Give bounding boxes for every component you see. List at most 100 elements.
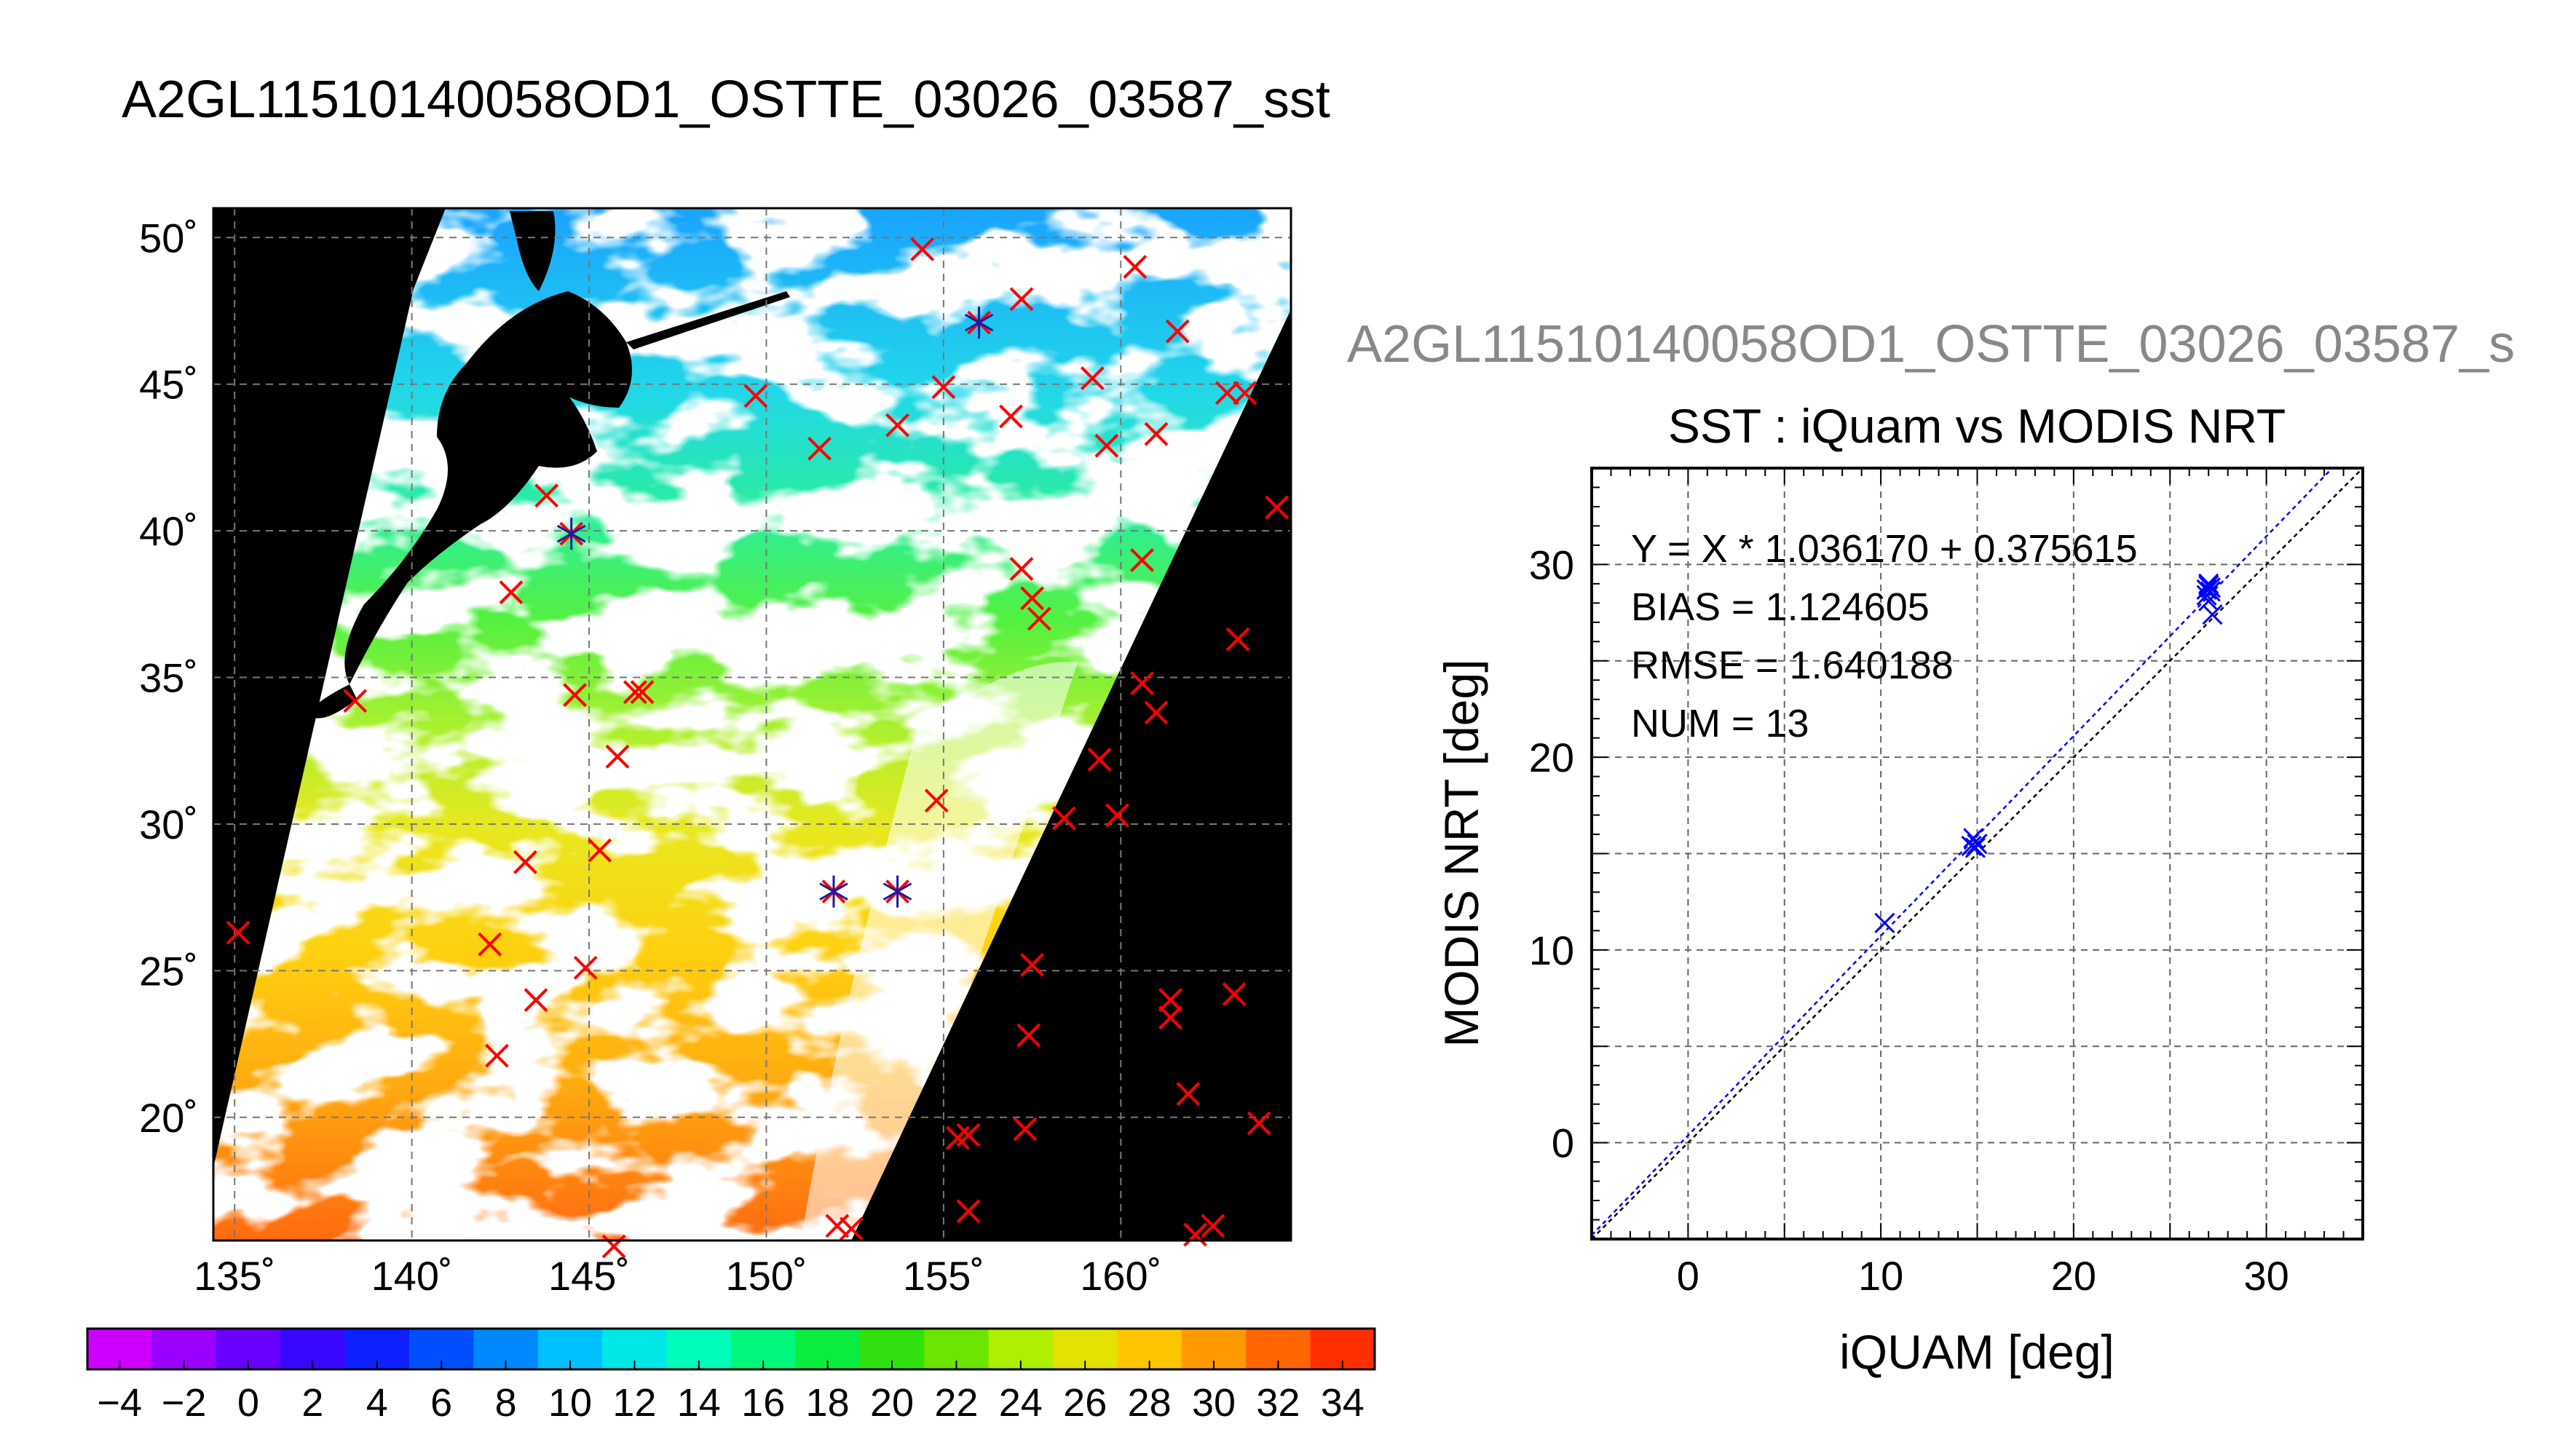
lat-tick-label: 25˚ [139, 948, 198, 994]
colorbar-labels: −4 −2 0 2 4 6 8 10 12 14 16 18 20 22 24 26 28 30 32 34 [97, 1361, 1365, 1425]
match-marker-stroke [1165, 319, 1190, 344]
colorbar-tick-label: 34 [1321, 1381, 1365, 1425]
match-marker [1020, 586, 1045, 611]
scatter-point [2202, 604, 2223, 625]
match-marker-stroke [807, 436, 832, 461]
lat-tick-labels: 20˚ 25˚ 30˚ 35˚ 40˚ 45˚ 50˚ [139, 215, 198, 1141]
match-marker [534, 483, 559, 508]
match-marker [885, 413, 910, 438]
match-marker-stroke [1016, 1023, 1041, 1048]
colorbar-tick-label: 8 [495, 1381, 517, 1425]
lat-tick-label: 20˚ [139, 1095, 198, 1141]
lon-tick-label: 135˚ [194, 1253, 275, 1299]
scatter-point-stroke [1874, 912, 1895, 933]
match-marker [1201, 1214, 1225, 1238]
match-marker [1265, 495, 1289, 520]
identity-line [1591, 467, 2364, 1240]
match-marker-stroke [485, 1043, 509, 1068]
qc-marker-stroke [964, 313, 994, 332]
map-frame [212, 207, 1292, 1242]
colorbar-tick-label: 12 [612, 1381, 656, 1425]
colorbar-tick-label: 14 [677, 1381, 721, 1425]
scatter-point-stroke [1967, 834, 1988, 855]
colorbar-tick-label: −4 [97, 1381, 142, 1425]
match-marker [910, 237, 935, 261]
match-marker [1144, 700, 1169, 725]
match-marker-stroke [1233, 381, 1257, 405]
lon-tick-label: 140˚ [371, 1253, 453, 1299]
match-marker [1158, 1005, 1182, 1030]
lat-tick-label: 45˚ [139, 362, 198, 408]
match-marker-stroke [1130, 671, 1154, 696]
match-marker-stroke [1087, 747, 1112, 772]
match-marker-stroke [630, 680, 655, 705]
match-marker-stroke [478, 932, 502, 957]
colorbar-frame [86, 1327, 1376, 1371]
colorbar-tick-label: 28 [1128, 1381, 1172, 1425]
match-marker-stroke [1144, 700, 1169, 725]
match-marker [1027, 606, 1051, 631]
match-marker-stroke [825, 1214, 850, 1238]
main-title: A2GL11510140058OD1_OSTTE_03026_03587_sst [122, 71, 1330, 129]
land-japan [344, 355, 597, 684]
scatter-ylabel: MODIS NRT [deg] [1434, 659, 1488, 1047]
match-marker [623, 680, 647, 705]
match-marker [1222, 982, 1247, 1007]
match-marker [956, 1123, 981, 1147]
match-marker-stroke [1009, 287, 1034, 312]
map-markers [226, 237, 1289, 1259]
match-marker [524, 988, 548, 1013]
match-marker [513, 850, 537, 874]
land-honshu-west [306, 684, 357, 719]
match-marker-stroke [1009, 557, 1034, 581]
land-hokkaido [466, 291, 632, 408]
match-marker-stroke [1105, 803, 1129, 828]
match-marker-stroke [743, 384, 768, 408]
match-marker-stroke [1013, 1117, 1038, 1142]
match-marker [1225, 627, 1250, 652]
match-marker [1176, 1082, 1201, 1106]
scatter-point-stroke [1961, 835, 1982, 856]
match-marker [588, 838, 612, 863]
qc-marker-stroke [882, 882, 912, 901]
match-marker [343, 689, 368, 713]
colorbar-tick-label: 18 [806, 1381, 850, 1425]
scatter-point [1964, 837, 1986, 858]
land-sakhalin [510, 211, 556, 291]
qc-marker [556, 518, 586, 550]
scatter-point [1961, 835, 1982, 856]
colorbar-tick-label: 0 [237, 1381, 259, 1425]
x-tick-label: 20 [2051, 1253, 2096, 1299]
match-marker-stroke [885, 413, 910, 438]
match-marker-stroke [1080, 366, 1105, 391]
match-marker-stroke [956, 1199, 981, 1224]
bias-label: BIAS = 1.124605 [1631, 585, 1930, 629]
match-marker [1165, 319, 1190, 344]
y-tick-label: 0 [1552, 1120, 1574, 1166]
lat-tick-label: 30˚ [139, 802, 198, 847]
colorbar-tick-label: 22 [934, 1381, 978, 1425]
colorbar-tick-label: 4 [366, 1381, 388, 1425]
lon-tick-label: 150˚ [725, 1253, 807, 1299]
lat-tick-label: 50˚ [139, 215, 198, 261]
colorbar-tick-label: 6 [430, 1381, 452, 1425]
match-marker [1130, 671, 1154, 696]
colorbar-tick-label: 26 [1063, 1381, 1107, 1425]
match-marker-stroke [534, 483, 559, 508]
land-kurils [626, 291, 790, 349]
colorbar-tick-label: 20 [870, 1381, 914, 1425]
x-tick-label: 30 [2243, 1253, 2289, 1299]
match-marker-stroke [931, 375, 956, 400]
match-marker-stroke [1215, 381, 1239, 405]
match-marker-stroke [563, 683, 587, 708]
scatter-point-stroke [1963, 828, 1984, 849]
match-marker [743, 384, 768, 408]
scatter-point [2200, 577, 2221, 598]
rmse-label: RMSE = 1.640188 [1631, 644, 1954, 687]
colorbar-tick-label: 24 [999, 1381, 1043, 1425]
scatter-point-stroke [2198, 590, 2219, 612]
match-marker-stroke [1222, 982, 1247, 1007]
match-marker [485, 1043, 509, 1068]
scatter-points [1874, 573, 2223, 933]
scatter-point-stroke [1964, 837, 1986, 858]
